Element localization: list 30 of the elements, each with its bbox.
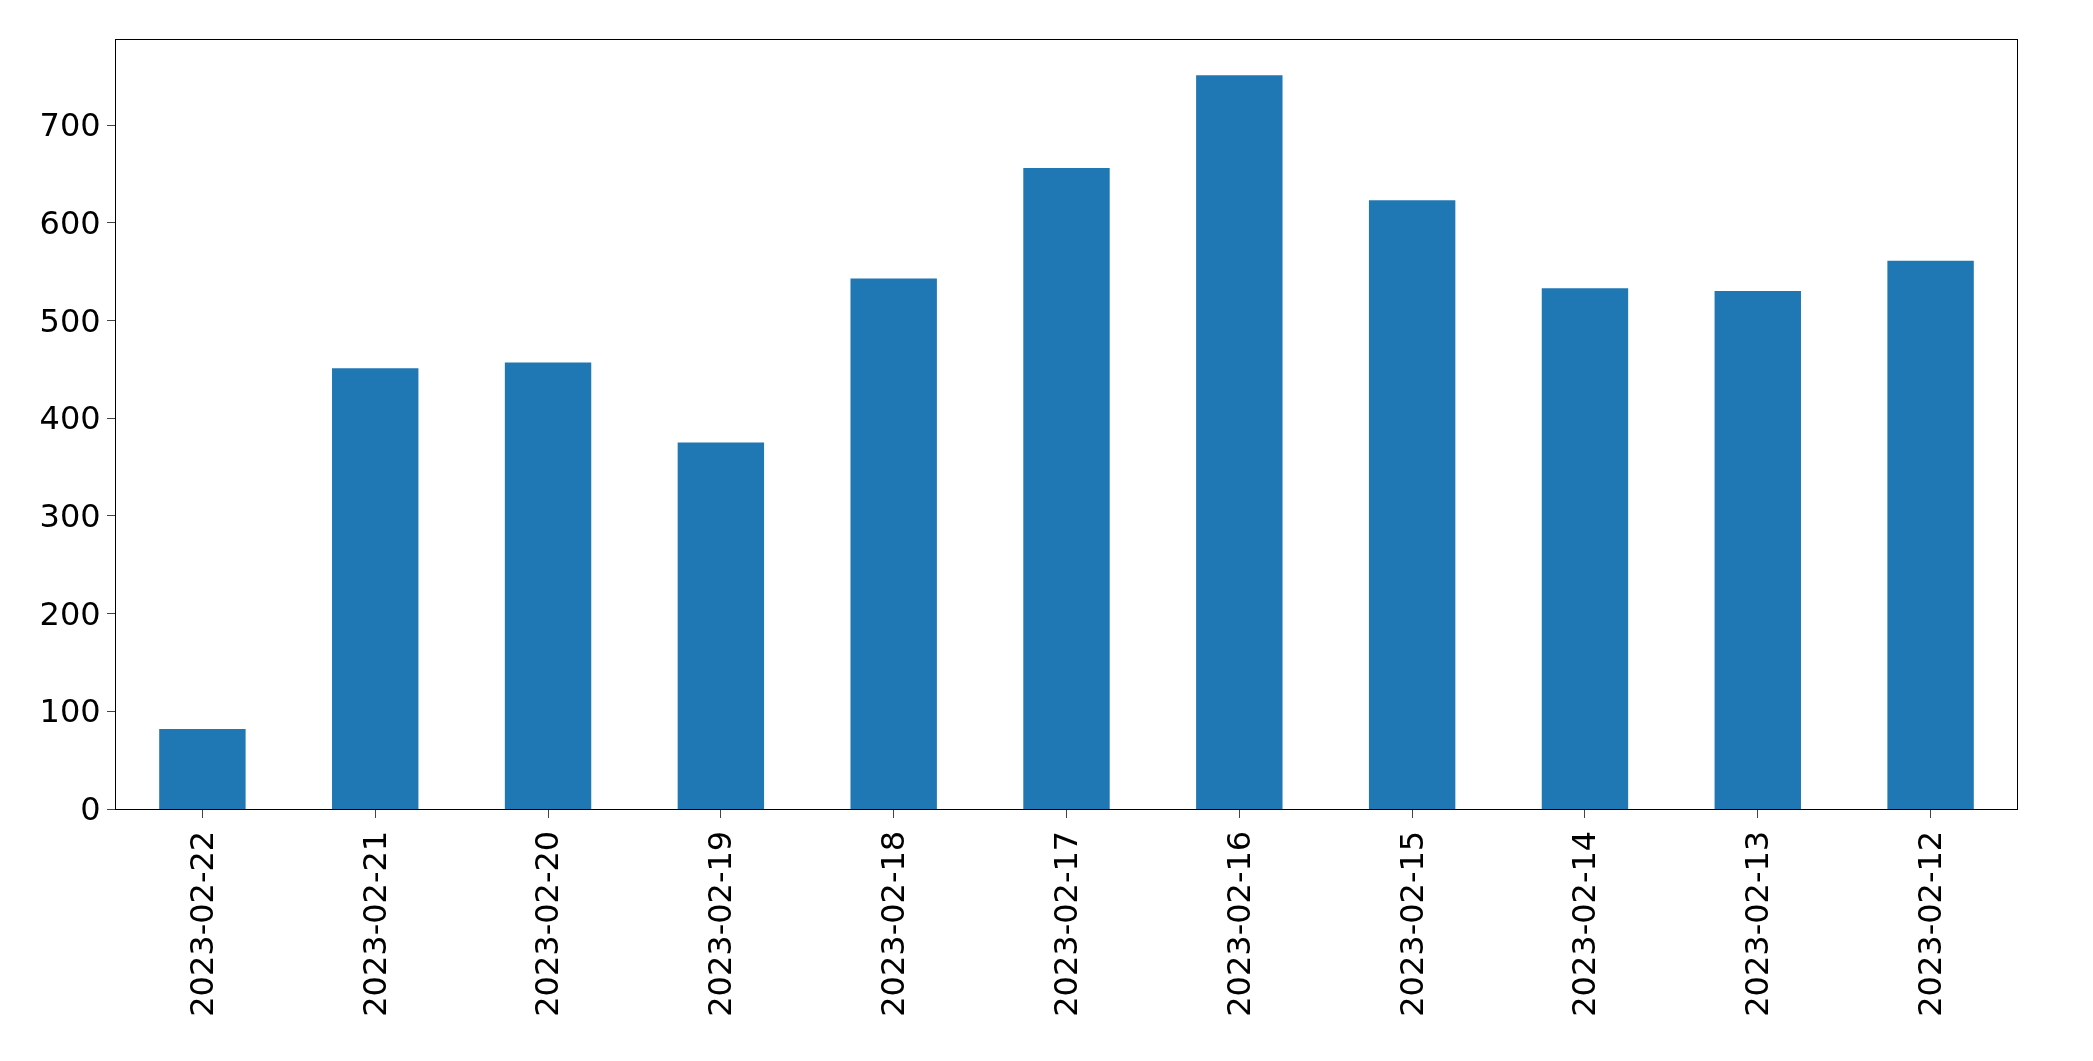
y-tick-label: 500 [39, 301, 101, 340]
bar [850, 278, 937, 809]
bar [1368, 200, 1456, 809]
y-tick-label: 0 [80, 790, 101, 829]
bar [1541, 288, 1629, 809]
x-tick-label: 2023-02-12 [1910, 830, 1949, 1017]
bar [159, 728, 246, 809]
bar [1023, 168, 1110, 809]
bar [677, 442, 765, 809]
x-tick-label: 2023-02-22 [182, 830, 221, 1017]
x-tick-label: 2023-02-17 [1046, 830, 1085, 1017]
bar [1714, 291, 1801, 809]
bar [1887, 260, 1974, 809]
x-tick-label: 2023-02-19 [701, 830, 740, 1017]
y-tick-label: 700 [39, 106, 101, 145]
y-tick-label: 300 [39, 497, 101, 536]
bar [1196, 75, 1283, 809]
bar [332, 368, 419, 809]
y-tick-label: 600 [39, 203, 101, 242]
y-tick-label: 200 [39, 594, 101, 633]
x-tick-label: 2023-02-18 [874, 830, 913, 1017]
x-tick-label: 2023-02-16 [1219, 830, 1258, 1017]
x-tick-label: 2023-02-21 [355, 830, 394, 1017]
x-tick-label: 2023-02-14 [1565, 830, 1604, 1017]
y-tick-label: 400 [39, 399, 101, 438]
x-tick-label: 2023-02-15 [1392, 830, 1431, 1017]
x-tick-label: 2023-02-13 [1738, 830, 1777, 1017]
y-tick-label: 100 [39, 692, 101, 731]
bar [504, 362, 592, 809]
x-tick-label: 2023-02-20 [528, 830, 567, 1017]
